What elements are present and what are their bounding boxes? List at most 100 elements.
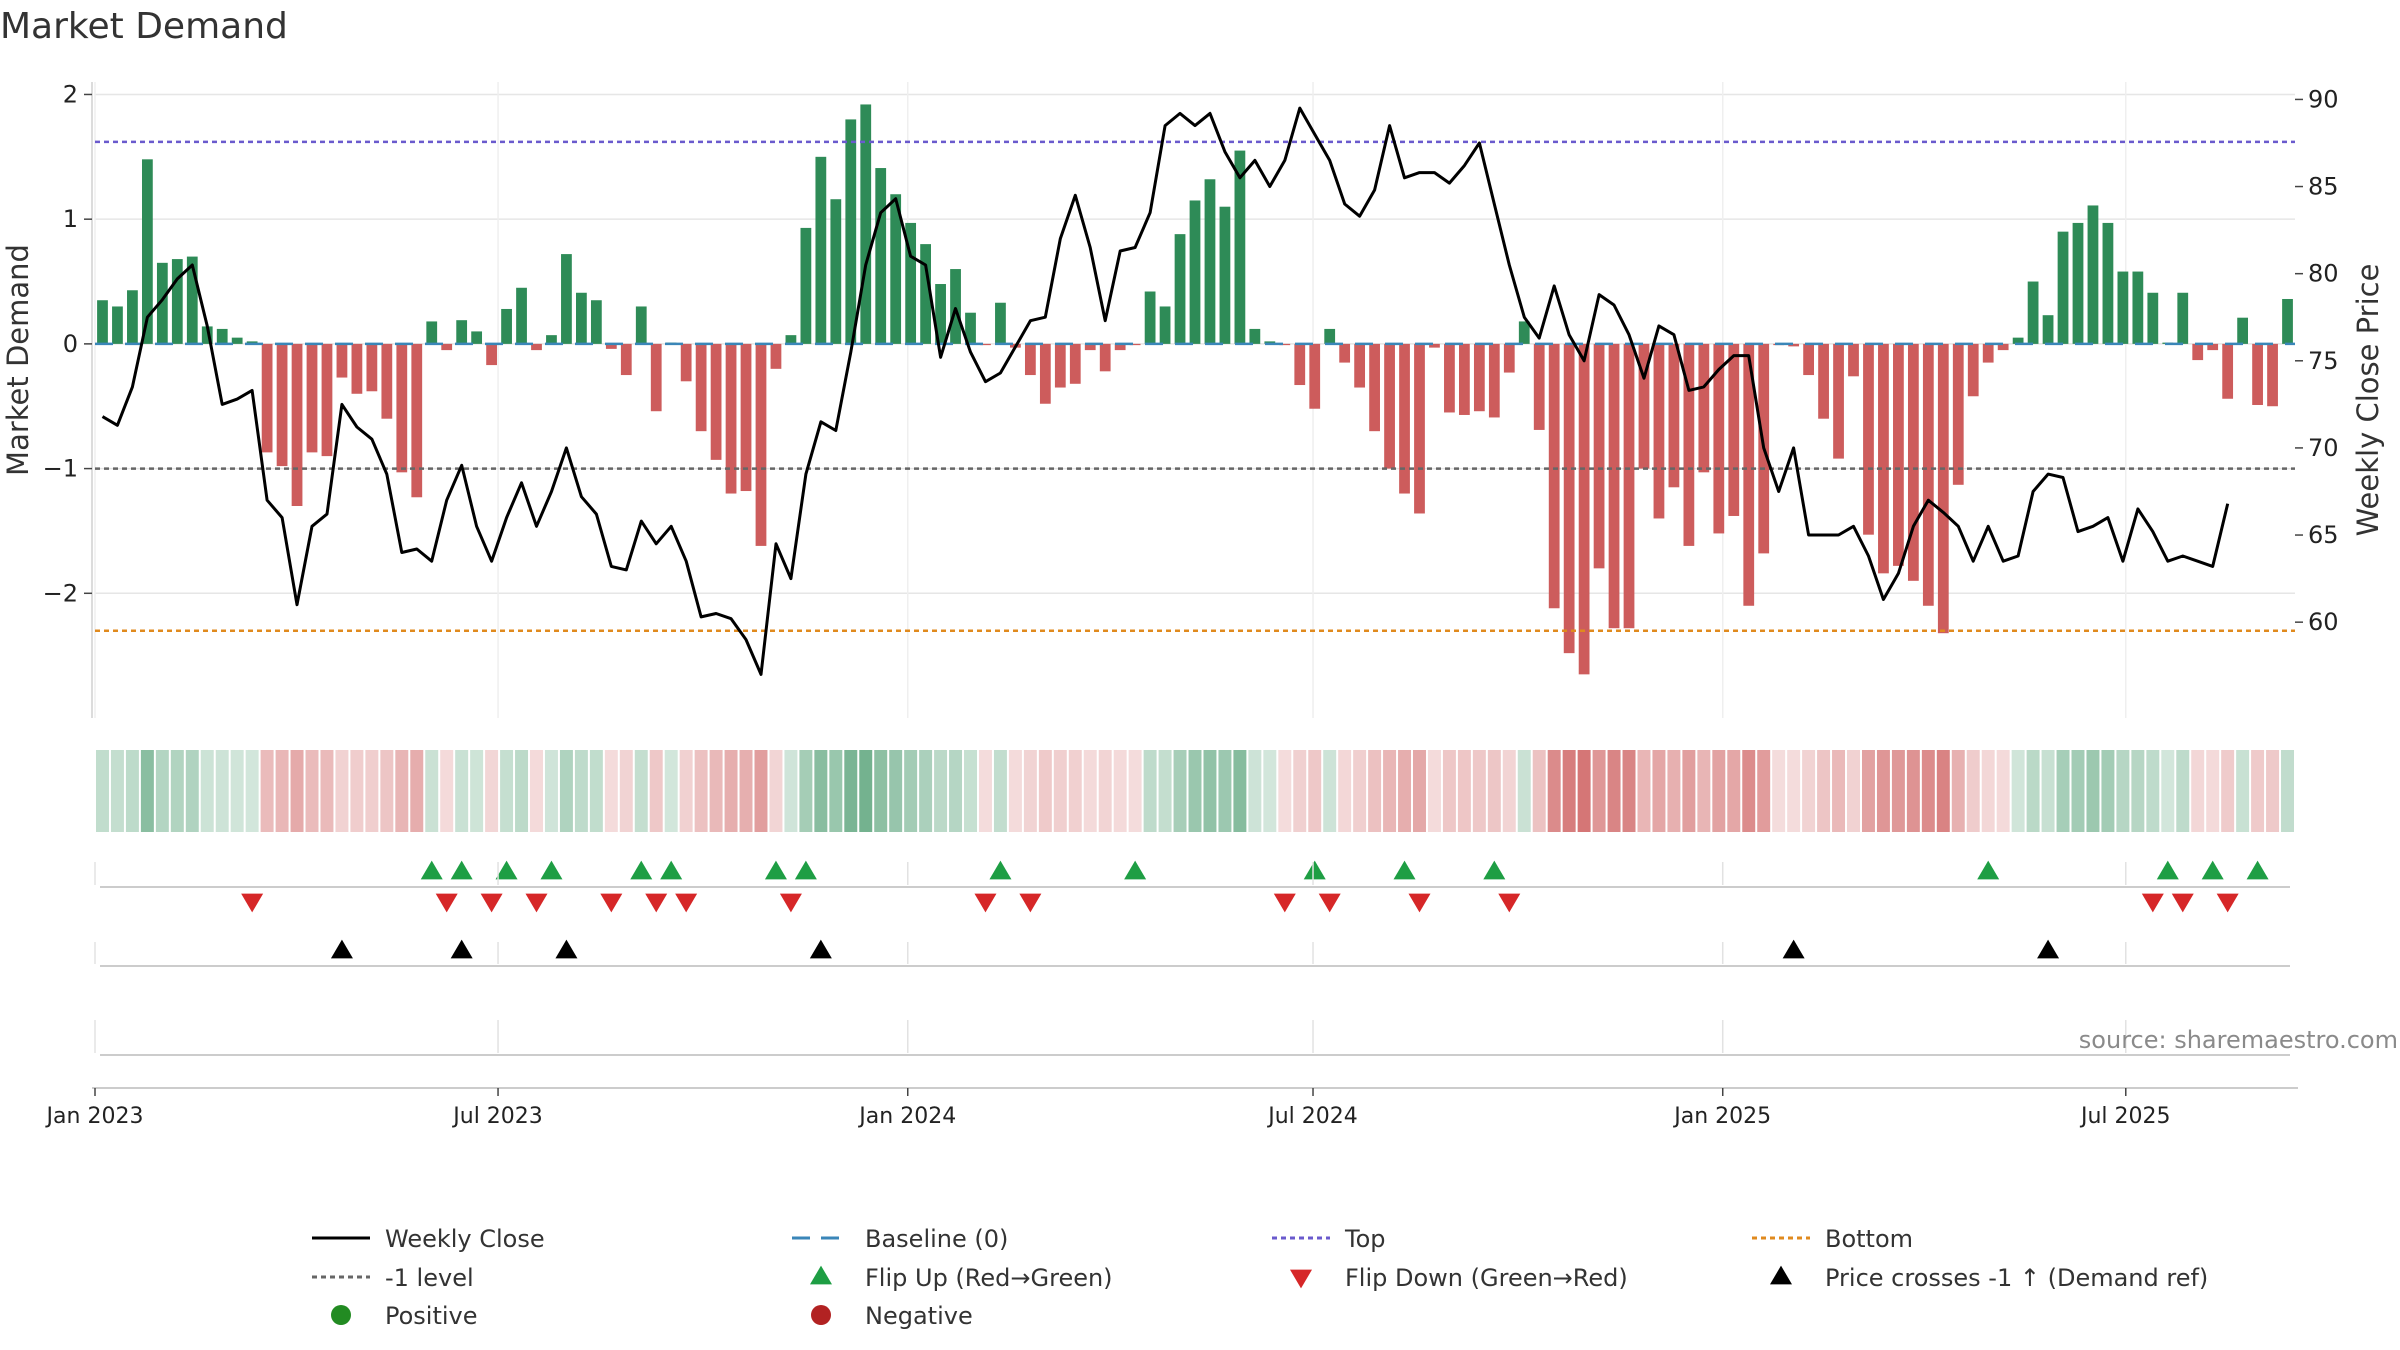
demand-bar-negative xyxy=(1414,343,1425,514)
demand-bar-negative xyxy=(291,343,303,506)
heat-cell xyxy=(874,750,888,832)
heat-cell xyxy=(440,750,454,832)
heat-cell xyxy=(2221,750,2235,832)
heat-cell xyxy=(754,750,768,832)
demand-bar-negative xyxy=(366,343,378,392)
demand-bar-positive xyxy=(1174,234,1186,344)
demand-bar-positive xyxy=(845,119,857,344)
heat-cell xyxy=(919,750,933,832)
heat-cell xyxy=(589,750,603,832)
demand-bar-positive xyxy=(2012,337,2024,344)
right-tick-label: 60 xyxy=(2308,608,2339,636)
demand-bar-negative xyxy=(1833,343,1844,459)
heat-cell xyxy=(1368,750,1382,832)
demand-bar-negative xyxy=(620,343,632,376)
demand-bar-negative xyxy=(441,343,453,351)
heat-cell xyxy=(485,750,499,832)
flip-up-marker xyxy=(495,860,518,880)
right-tick-label: 70 xyxy=(2308,434,2339,462)
heat-cell xyxy=(2146,750,2160,832)
demand-bar-negative xyxy=(1952,343,1964,485)
heat-cell xyxy=(395,750,409,832)
heat-cell xyxy=(2176,750,2190,832)
demand-bar-positive xyxy=(965,312,976,344)
flip-down-marker xyxy=(779,893,802,913)
x-tick-label: Jan 2023 xyxy=(45,1104,144,1129)
legend-label: Negative xyxy=(865,1302,973,1330)
heat-cell xyxy=(1442,750,1456,832)
demand-bar-negative xyxy=(396,343,408,473)
heat-cell xyxy=(290,750,304,832)
x-tick-label: Jan 2025 xyxy=(1672,1104,1771,1129)
demand-bar-positive xyxy=(1219,206,1231,344)
price-cross-marker xyxy=(1782,939,1805,959)
heat-cell xyxy=(1682,750,1696,832)
heat-cell xyxy=(799,750,813,832)
heat-cell xyxy=(769,750,783,832)
demand-bar-negative xyxy=(1788,343,1800,347)
flip-down-marker xyxy=(1408,893,1431,913)
heat-cell xyxy=(2131,750,2145,832)
heat-cell xyxy=(1607,750,1621,832)
demand-bar-negative xyxy=(2207,343,2219,351)
heat-cell xyxy=(1293,750,1307,832)
demand-bar-negative xyxy=(1818,343,1829,419)
right-axis-label: Weekly Close Price xyxy=(2351,264,2385,537)
heat-cell xyxy=(1861,750,1875,832)
demand-bar-positive xyxy=(800,227,812,344)
heat-cell xyxy=(1502,750,1516,832)
heat-cell xyxy=(1817,750,1831,832)
demand-bar-positive xyxy=(2117,271,2129,344)
heat-cell xyxy=(1652,750,1666,832)
demand-bar-positive xyxy=(2177,292,2189,344)
price-cross-marker xyxy=(809,939,832,959)
legend-swatch-triangle-up xyxy=(1770,1265,1792,1285)
heat-cell xyxy=(200,750,214,832)
heat-cell xyxy=(1622,750,1636,832)
heat-cell xyxy=(2071,750,2085,832)
heat-cell xyxy=(574,750,588,832)
demand-bar-negative xyxy=(1563,343,1575,654)
right-tick-label: 65 xyxy=(2308,521,2339,549)
legend-swatch-triangle-up xyxy=(810,1265,832,1285)
heat-cell xyxy=(993,750,1007,832)
legend-item: Flip Up (Red→Green) xyxy=(810,1264,1113,1292)
demand-bar-negative xyxy=(1608,343,1620,629)
legend-swatch-dot xyxy=(811,1305,831,1325)
heat-cell xyxy=(1906,750,1920,832)
demand-bars xyxy=(97,104,2293,675)
heat-cell xyxy=(2101,750,2115,832)
heat-cell xyxy=(530,750,543,832)
demand-bar-negative xyxy=(1399,343,1410,494)
panel-frames xyxy=(91,82,2298,1089)
heat-cell xyxy=(679,750,693,832)
heat-cell xyxy=(1802,750,1816,832)
heat-cell xyxy=(2251,750,2265,832)
demand-bar-negative xyxy=(261,343,273,453)
flip-down-marker xyxy=(675,893,698,913)
right-tick-label: 90 xyxy=(2308,85,2339,113)
demand-bar-negative xyxy=(2267,343,2278,407)
demand-bar-positive xyxy=(561,254,572,344)
heat-cell xyxy=(425,750,439,832)
heat-cell xyxy=(724,750,738,832)
price-cross-marker xyxy=(450,939,473,959)
demand-bar-negative xyxy=(1294,343,1306,386)
demand-bar-negative xyxy=(1893,343,1904,566)
heat-cell xyxy=(664,750,678,832)
demand-bar-positive xyxy=(1249,328,1261,344)
legend-label: Top xyxy=(1344,1225,1386,1253)
right-tick-label: 85 xyxy=(2308,173,2339,201)
demand-bar-negative xyxy=(1698,343,1710,473)
demand-bar-negative xyxy=(1384,343,1395,469)
heat-cell xyxy=(1787,750,1801,832)
demand-bar-positive xyxy=(216,328,228,344)
demand-bar-positive xyxy=(1324,328,1336,344)
heat-cell xyxy=(1472,750,1486,832)
demand-bar-negative xyxy=(1713,343,1725,534)
heat-cell xyxy=(470,750,484,832)
demand-bar-negative xyxy=(1054,343,1066,388)
heat-cell xyxy=(320,750,334,832)
legend-item: Negative xyxy=(811,1302,973,1330)
legend-label: Positive xyxy=(385,1302,478,1330)
